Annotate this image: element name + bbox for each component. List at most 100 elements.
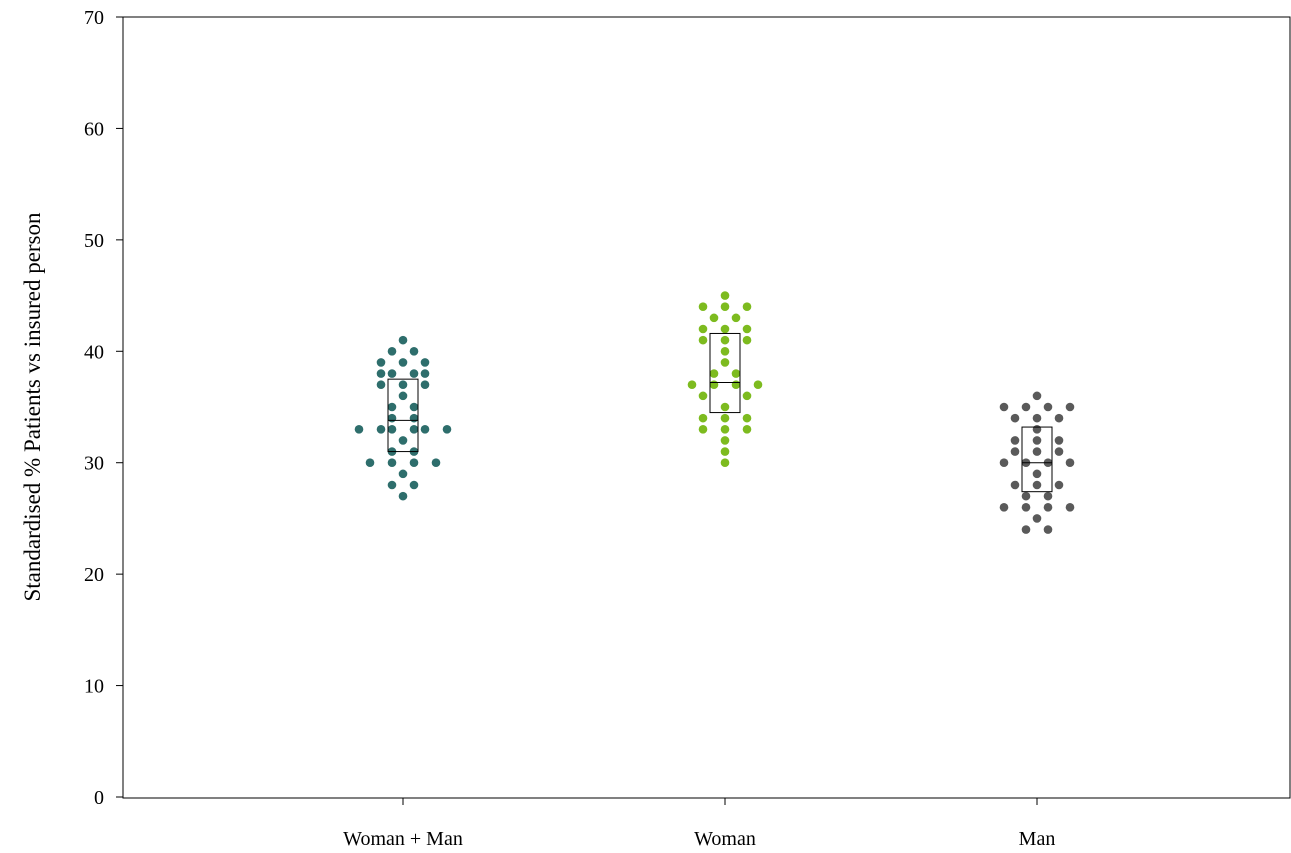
x-axis: Woman + Man Woman Man — [343, 798, 1055, 850]
data-groups — [354, 291, 1075, 534]
data-point — [398, 436, 408, 445]
y-tick-label: 30 — [84, 453, 104, 475]
data-point — [409, 369, 419, 378]
data-point — [687, 380, 697, 390]
data-point — [731, 313, 741, 323]
data-point — [698, 335, 708, 345]
x-tick-label: Woman + Man — [343, 828, 463, 850]
data-point — [420, 358, 430, 367]
data-point — [376, 369, 386, 378]
data-point — [720, 447, 730, 456]
data-point — [731, 369, 741, 378]
y-tick-label: 0 — [94, 787, 104, 809]
data-point — [431, 458, 441, 468]
data-point — [720, 413, 730, 423]
data-point — [720, 436, 730, 445]
data-point — [409, 402, 419, 412]
data-point — [1065, 502, 1075, 512]
data-point — [698, 413, 708, 423]
data-point — [387, 346, 397, 356]
y-tick-label: 40 — [84, 341, 104, 363]
data-point — [720, 302, 730, 312]
y-tick-label: 10 — [84, 676, 104, 698]
data-point — [709, 380, 719, 390]
data-point — [720, 335, 730, 345]
data-point — [387, 458, 397, 468]
data-point — [1054, 436, 1064, 445]
data-point — [409, 458, 419, 468]
series-group — [354, 335, 452, 501]
y-axis-title: Standardised % Patients vs insured perso… — [20, 212, 45, 602]
data-point — [709, 313, 719, 323]
data-point — [1043, 402, 1053, 412]
data-point — [1032, 391, 1042, 401]
data-point — [720, 346, 730, 356]
data-point — [442, 424, 452, 434]
data-point — [999, 502, 1009, 512]
data-point — [398, 380, 408, 390]
data-point — [698, 302, 708, 312]
data-point — [742, 391, 752, 401]
data-point — [409, 346, 419, 356]
data-point — [1054, 447, 1064, 456]
data-point — [720, 458, 730, 468]
data-point — [1010, 436, 1020, 445]
data-point — [398, 335, 408, 345]
data-point — [1032, 514, 1042, 523]
data-point — [420, 369, 430, 378]
y-tick-label: 60 — [84, 118, 104, 140]
data-point — [720, 324, 730, 334]
data-point — [387, 413, 397, 423]
box-iqr — [1021, 426, 1053, 493]
plot-frame — [122, 16, 1291, 799]
y-tick-label: 50 — [84, 230, 104, 252]
data-point — [720, 402, 730, 412]
data-point — [742, 335, 752, 345]
y-tick-label: 70 — [84, 7, 104, 29]
data-point — [1010, 447, 1020, 456]
data-point — [731, 380, 741, 390]
data-point — [1043, 502, 1053, 512]
data-point — [709, 369, 719, 378]
data-point — [420, 380, 430, 390]
data-point — [409, 413, 419, 423]
data-point — [742, 413, 752, 423]
data-point — [398, 491, 408, 501]
data-point — [365, 458, 375, 468]
data-point — [1065, 402, 1075, 412]
data-point — [698, 391, 708, 401]
data-point — [1032, 480, 1042, 490]
y-axis: 0 10 20 30 40 50 60 70 — [84, 7, 123, 809]
box-iqr — [709, 332, 741, 414]
data-point — [420, 424, 430, 434]
data-point — [409, 424, 419, 434]
data-point — [387, 480, 397, 490]
data-point — [1010, 480, 1020, 490]
data-point — [409, 480, 419, 490]
data-point — [1021, 491, 1031, 501]
data-point — [1054, 413, 1064, 423]
data-point — [1010, 413, 1020, 423]
x-tick-label: Man — [1019, 828, 1056, 850]
data-point — [720, 424, 730, 434]
data-point — [1054, 480, 1064, 490]
x-tick-label: Woman — [694, 828, 756, 850]
series-group — [687, 291, 763, 468]
data-point — [753, 380, 763, 390]
data-point — [742, 324, 752, 334]
data-point — [1043, 491, 1053, 501]
data-point — [742, 424, 752, 434]
data-point — [387, 369, 397, 378]
data-point — [720, 358, 730, 367]
data-point — [376, 380, 386, 390]
y-tick-label: 20 — [84, 564, 104, 586]
data-point — [398, 469, 408, 479]
data-point — [387, 424, 397, 434]
box-iqr — [387, 378, 419, 453]
data-point — [398, 391, 408, 401]
data-point — [354, 424, 364, 434]
data-point — [1032, 413, 1042, 423]
data-point — [1021, 502, 1031, 512]
data-point — [1021, 402, 1031, 412]
